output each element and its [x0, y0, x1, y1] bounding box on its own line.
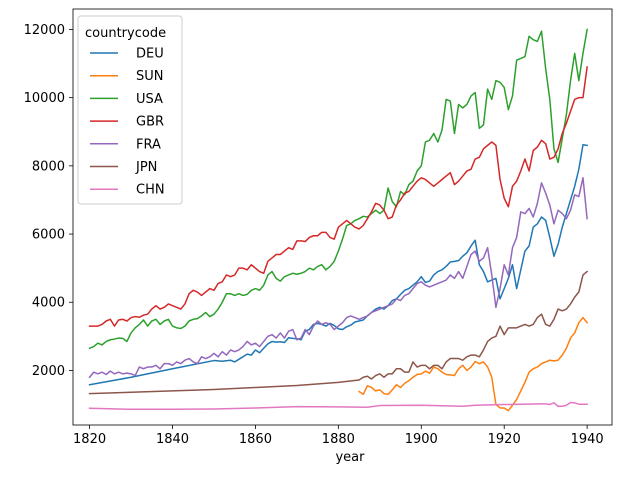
x-tick-label: 1920 — [488, 432, 521, 447]
series-line-deu — [88, 143, 588, 386]
series-line-gbr — [88, 66, 588, 327]
x-axis-ticks: 1820 1840 1860 1880 1900 1920 1940 — [73, 425, 604, 447]
series-layer — [88, 28, 589, 412]
x-tick-label: 1860 — [239, 432, 272, 447]
x-tick-label: 1940 — [571, 432, 604, 447]
y-tick-label: 10000 — [24, 91, 65, 106]
y-tick-label: 6000 — [32, 228, 65, 243]
legend-label-chn: CHN — [136, 183, 165, 198]
series-line-chn — [88, 401, 588, 411]
x-tick-label: 1900 — [405, 432, 438, 447]
x-tick-label: 1880 — [322, 432, 355, 447]
legend-label-usa: USA — [136, 92, 163, 107]
legend-label-gbr: GBR — [136, 115, 164, 130]
x-axis-label: year — [335, 450, 365, 465]
y-tick-label: 2000 — [32, 364, 65, 379]
y-axis-ticks: 2000 4000 6000 8000 10000 12000 — [24, 23, 73, 379]
x-tick-label: 1840 — [156, 432, 189, 447]
legend-title: countrycode — [85, 26, 166, 41]
legend-items: DEU SUN USA GBR FRA JPN CHN — [90, 47, 165, 198]
x-tick-label: 1820 — [73, 432, 106, 447]
series-line-sun — [358, 316, 589, 412]
y-tick-label: 4000 — [32, 296, 65, 311]
legend-label-jpn: JPN — [135, 160, 157, 175]
y-tick-label: 12000 — [24, 23, 65, 38]
plot-area-frame — [72, 8, 613, 426]
legend-label-deu: DEU — [136, 47, 164, 62]
legend-label-fra: FRA — [136, 137, 161, 152]
series-line-jpn — [88, 270, 589, 395]
series-line-fra — [88, 177, 588, 379]
legend-box — [77, 15, 183, 205]
legend-label-sun: SUN — [136, 69, 164, 84]
series-line-usa — [88, 28, 588, 350]
legend: countrycode DEU SUN USA GBR FRA JPN CHN — [77, 15, 183, 205]
y-tick-label: 8000 — [32, 159, 65, 174]
